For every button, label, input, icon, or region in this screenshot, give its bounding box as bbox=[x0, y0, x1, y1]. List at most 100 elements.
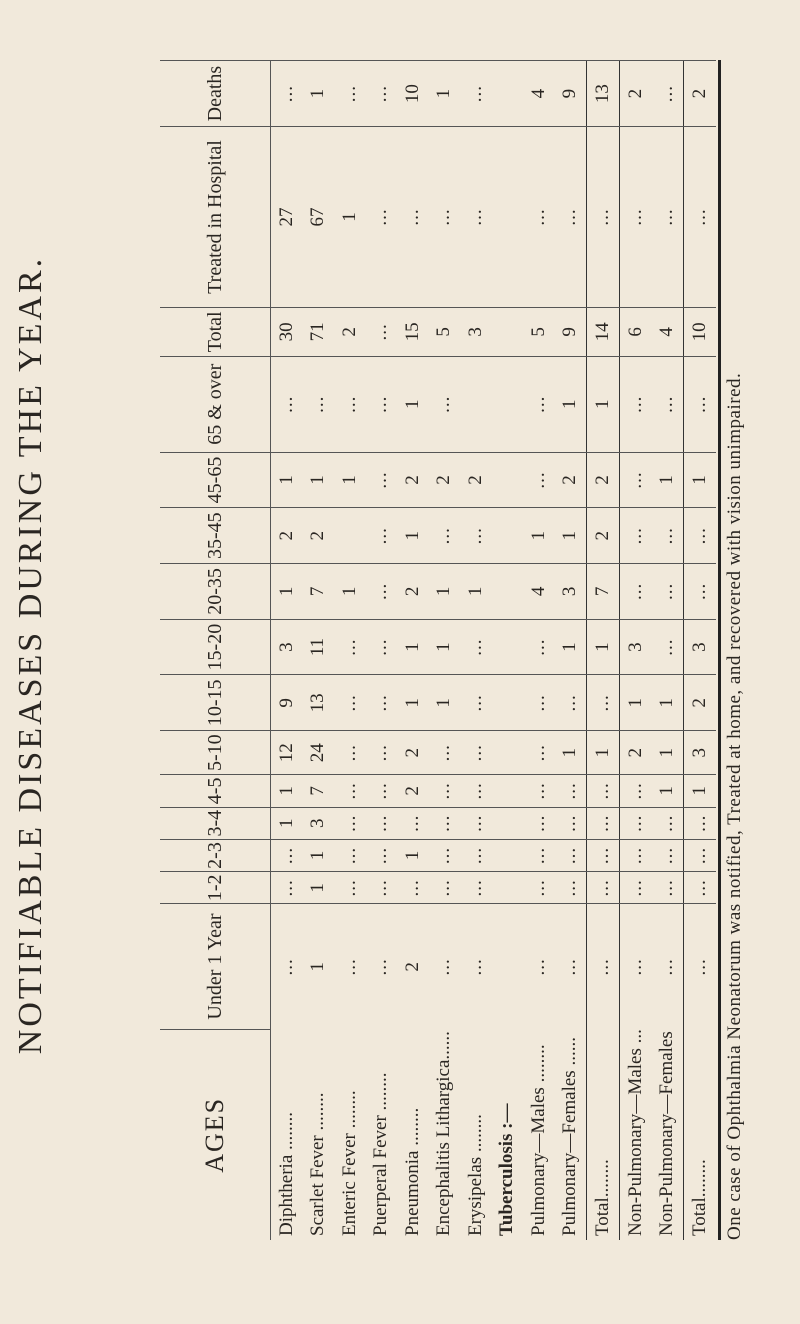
column-header: 35-45 bbox=[160, 507, 271, 564]
table-cell: 1 bbox=[397, 619, 429, 675]
table-cell: ... bbox=[365, 674, 398, 731]
table-cell: 2 bbox=[683, 674, 716, 731]
table-cell: ... bbox=[651, 60, 684, 127]
table-cell: 2 bbox=[270, 507, 303, 564]
row-label: Enteric Fever ........ bbox=[338, 1090, 360, 1236]
table-cell: ... bbox=[554, 839, 587, 872]
table-cell: ... bbox=[586, 839, 620, 872]
table-cell: 1 bbox=[428, 60, 460, 127]
row-label: Total........ bbox=[586, 1029, 620, 1240]
table-cell: 2 bbox=[302, 507, 335, 564]
row-label: Scarlet Fever ........ bbox=[307, 1092, 329, 1236]
page-title: NOTIFIABLE DISEASES DURING THE YEAR. bbox=[12, 255, 49, 1055]
table-cell: ... bbox=[619, 904, 652, 1030]
table-cell: ... bbox=[334, 619, 366, 675]
column-header: 20-35 bbox=[160, 563, 271, 620]
table-cell: ... bbox=[459, 60, 492, 127]
table-cell: ... bbox=[428, 774, 460, 808]
table-cell: ... bbox=[554, 807, 587, 840]
table-cell: 2 bbox=[397, 730, 429, 775]
table-cell: ... bbox=[683, 839, 716, 872]
table-cell: ... bbox=[554, 126, 587, 308]
table-cell: 1 bbox=[554, 730, 587, 775]
column-header: Deaths bbox=[160, 60, 271, 127]
table-cell: 14 bbox=[586, 307, 620, 357]
table-cell: 9 bbox=[554, 60, 587, 127]
column-header: 10-15 bbox=[160, 674, 271, 731]
table-cell: ... bbox=[619, 774, 652, 808]
table-cell bbox=[491, 807, 523, 840]
table-cell bbox=[491, 871, 523, 904]
table-cell: 1 bbox=[302, 60, 335, 127]
table-cell: ... bbox=[428, 507, 460, 564]
table-cell: 1 bbox=[428, 563, 460, 620]
table-cell: 15 bbox=[397, 307, 429, 357]
table-cell: ... bbox=[683, 904, 716, 1030]
row-label: Diphtheria ........ bbox=[270, 1029, 303, 1240]
table-cell: ... bbox=[459, 774, 492, 808]
table-cell: ... bbox=[334, 356, 366, 453]
table-cell: ... bbox=[683, 126, 716, 308]
table-cell: ... bbox=[334, 839, 366, 872]
table-cell: ... bbox=[651, 904, 684, 1030]
column-header-ages: AGES bbox=[160, 1029, 271, 1240]
table-cell: 2 bbox=[397, 452, 429, 508]
table-row: Non-Pulmonary—Females............ 1 1 1....… bbox=[651, 60, 684, 1241]
table-cell: ... bbox=[522, 126, 555, 308]
table-cell: 1 bbox=[270, 563, 303, 620]
table-cell: 7 bbox=[302, 774, 335, 808]
table-cell: ... bbox=[270, 356, 303, 453]
table-cell: 1 bbox=[397, 839, 429, 872]
row-label: Erysipelas ........ bbox=[464, 1114, 486, 1236]
table-cell: 1 bbox=[302, 871, 335, 904]
table-cell: 7 bbox=[302, 563, 335, 620]
table-cell: ... bbox=[619, 356, 652, 453]
table-cell: ... bbox=[459, 904, 492, 1030]
table-cell: ... bbox=[651, 839, 684, 872]
table-cell: ... bbox=[428, 807, 460, 840]
table-cell: ... bbox=[334, 871, 366, 904]
row-label: Pulmonary—Females ...... bbox=[559, 1037, 581, 1236]
table-cell: 1 bbox=[270, 807, 303, 840]
table-cell: ... bbox=[270, 839, 303, 872]
table-cell: 4 bbox=[651, 307, 684, 357]
table-cell: 2 bbox=[459, 452, 492, 508]
table-row: Pneumonia ........ 2... 1... 2 2 1 1 2 1 2 1 15... 1… bbox=[397, 60, 429, 1241]
table-cell bbox=[491, 674, 523, 731]
notifiable-diseases-table: AGES Under 1 Year 1-2 2-3 3-4 4-5 5-10 10-15 15-… bbox=[160, 60, 716, 1240]
table-cell: ... bbox=[554, 871, 587, 904]
table-cell: ... bbox=[586, 774, 620, 808]
table-cell: 9 bbox=[554, 307, 587, 357]
table-cell: 30 bbox=[270, 307, 303, 357]
table-cell: 6 bbox=[619, 307, 652, 357]
table-cell: 1 bbox=[683, 774, 716, 808]
table-cell: ... bbox=[522, 807, 555, 840]
table-cell: ... bbox=[522, 619, 555, 675]
table-cell: ... bbox=[554, 674, 587, 731]
table-cell: 1 bbox=[586, 619, 620, 675]
table-cell: 1 bbox=[554, 507, 587, 564]
table-cell: ... bbox=[334, 807, 366, 840]
table-row: Total....................... 1... 1 7 2 2 1 14.… bbox=[586, 60, 620, 1240]
table-cell: ... bbox=[522, 839, 555, 872]
table-cell: 1 bbox=[619, 674, 652, 731]
footnote: One case of Ophthalmia Neonatorum was no… bbox=[724, 372, 745, 1240]
table-cell bbox=[491, 904, 523, 1030]
table-cell: ... bbox=[522, 452, 555, 508]
table-cell: ... bbox=[651, 871, 684, 904]
table-cell bbox=[459, 356, 492, 453]
table-cell: ... bbox=[334, 60, 366, 127]
table-cell: ... bbox=[334, 774, 366, 808]
table-cell: ... bbox=[302, 356, 335, 453]
table-row: Erysipelas .............................… bbox=[459, 60, 492, 1241]
table-cell: 1 bbox=[651, 674, 684, 731]
table-cell: 1 bbox=[554, 619, 587, 675]
table-cell: ... bbox=[270, 904, 303, 1030]
table-cell: 4 bbox=[522, 60, 555, 127]
column-header: 15-20 bbox=[160, 619, 271, 675]
table-cell: 1 bbox=[651, 774, 684, 808]
table-cell: 71 bbox=[302, 307, 335, 357]
table-cell: 1 bbox=[302, 904, 335, 1030]
column-header: 2-3 bbox=[160, 839, 271, 872]
table-cell: 1 bbox=[428, 619, 460, 675]
